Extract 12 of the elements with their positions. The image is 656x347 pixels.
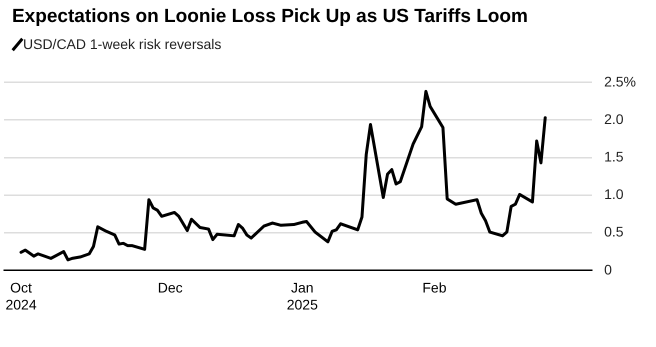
x-tick-label: Dec [158, 280, 183, 296]
legend-label: USD/CAD 1-week risk reversals [23, 36, 222, 52]
y-tick-label: 0 [604, 261, 612, 278]
y-tick-label: 1.0 [604, 186, 624, 202]
x-tick-label: Feb [422, 280, 447, 296]
x-tick-label: Oct 2024 [5, 280, 37, 312]
chart-title: Expectations on Loonie Loss Pick Up as US Tariffs Loom [12, 6, 528, 28]
x-tick-label: Jan 2025 [286, 280, 318, 312]
y-tick-label: 2.5% [604, 73, 636, 90]
y-tick-label: 2.0 [604, 110, 624, 127]
y-tick-label: 1.5 [604, 148, 624, 164]
y-tick-label: 0.5 [604, 224, 624, 240]
